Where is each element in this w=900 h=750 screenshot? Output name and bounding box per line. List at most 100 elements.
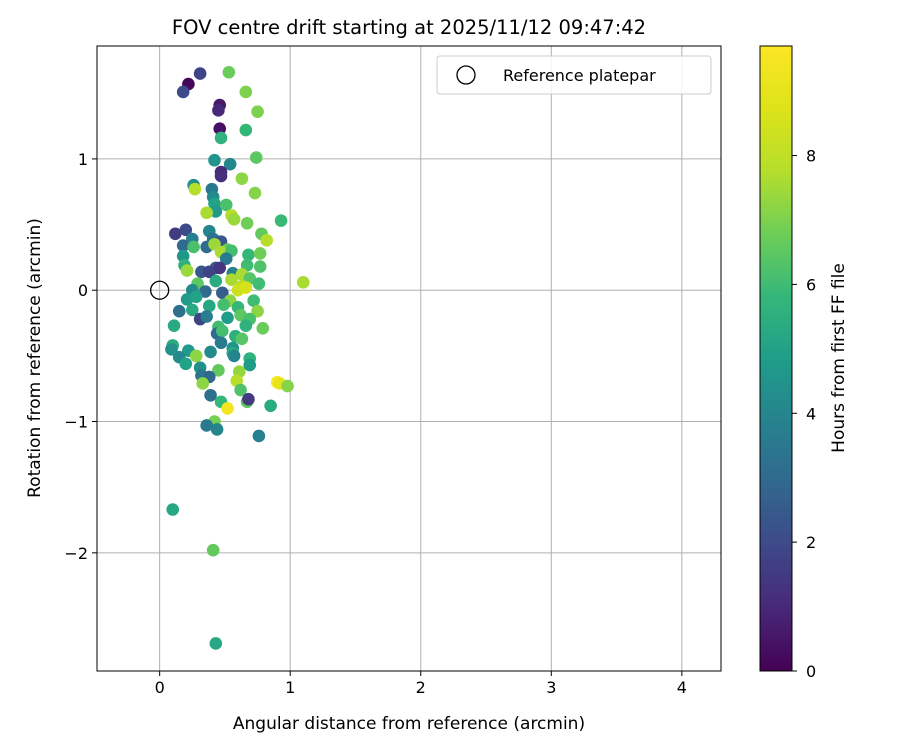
data-point	[212, 104, 225, 117]
y-tick-label: 0	[78, 281, 88, 300]
colorbar-tick-label: 0	[806, 662, 816, 681]
data-point	[264, 399, 277, 413]
data-point	[242, 392, 255, 406]
data-point	[187, 240, 200, 254]
colorbar-tick-label: 6	[806, 275, 816, 294]
data-points	[165, 65, 310, 650]
data-point	[219, 198, 233, 212]
y-axis-label: Rotation from reference (arcmin)	[25, 218, 45, 498]
data-point	[242, 248, 255, 262]
data-point	[176, 249, 190, 263]
data-point	[176, 85, 190, 99]
legend-label: Reference platepar	[503, 66, 656, 85]
data-point	[234, 383, 247, 397]
data-point	[239, 281, 253, 294]
data-point	[296, 276, 310, 289]
data-point	[209, 274, 223, 288]
data-point	[235, 172, 249, 185]
data-point	[200, 206, 213, 220]
data-point	[221, 311, 234, 325]
data-point	[221, 402, 234, 415]
data-point	[235, 332, 249, 346]
data-point	[239, 319, 253, 332]
data-point	[206, 543, 220, 557]
y-tick-label: 1	[78, 150, 88, 169]
data-point	[200, 419, 213, 432]
data-point	[217, 298, 230, 311]
data-point	[209, 637, 223, 650]
data-point	[210, 423, 224, 436]
data-point	[227, 349, 241, 363]
data-point	[239, 85, 253, 99]
y-ticks: −2 −1 0 1	[64, 150, 97, 563]
data-point	[274, 214, 288, 227]
data-point	[165, 343, 178, 356]
data-point	[213, 261, 227, 275]
data-point	[213, 122, 227, 136]
y-tick-label: −1	[64, 413, 88, 432]
data-point	[248, 186, 262, 200]
data-point	[216, 324, 229, 338]
data-point	[179, 223, 193, 237]
data-point	[185, 303, 199, 317]
data-point	[253, 260, 267, 273]
x-tick-label: 3	[546, 678, 556, 697]
data-point	[227, 213, 241, 226]
x-tick-label: 0	[155, 678, 165, 697]
data-point	[199, 285, 212, 298]
colorbar-gradient	[759, 45, 793, 672]
colorbar-tick-label: 2	[806, 533, 816, 552]
data-point	[253, 247, 267, 260]
data-point	[251, 105, 264, 118]
data-point	[216, 286, 229, 300]
data-point	[172, 304, 186, 318]
data-point	[212, 364, 225, 377]
data-point	[239, 123, 253, 137]
data-point	[240, 258, 254, 272]
x-tick-label: 2	[416, 678, 426, 697]
data-point	[200, 310, 213, 323]
data-point	[202, 299, 216, 313]
grid	[97, 46, 721, 671]
data-point	[281, 379, 294, 393]
data-point	[169, 227, 182, 241]
legend: Reference platepar	[436, 55, 712, 95]
colorbar-tick-label: 4	[806, 404, 816, 423]
reference-platepar-marker	[150, 280, 170, 300]
colorbar-ticks: 0 2 4 6 8	[792, 147, 816, 681]
data-point	[243, 358, 257, 372]
y-tick-label: −2	[64, 544, 88, 563]
data-point	[166, 503, 180, 516]
data-point	[180, 264, 194, 277]
data-point	[222, 65, 236, 79]
data-point	[252, 277, 266, 290]
data-point	[240, 216, 254, 230]
data-point	[251, 304, 264, 318]
data-point	[189, 290, 203, 304]
data-point	[193, 67, 207, 80]
colorbar-tick-label: 8	[806, 147, 816, 166]
x-tick-label: 1	[285, 678, 295, 697]
colorbar-label: Hours from first FF file	[829, 263, 849, 453]
data-point	[214, 336, 228, 350]
data-point	[189, 349, 203, 363]
data-point	[252, 429, 266, 443]
legend-box	[436, 55, 712, 95]
x-axis-label: Angular distance from reference (arcmin)	[233, 714, 585, 734]
data-point	[214, 169, 228, 183]
data-point	[204, 388, 217, 402]
data-point	[167, 319, 181, 332]
x-tick-label: 4	[677, 678, 687, 697]
plot-frame	[96, 45, 722, 672]
data-point	[208, 153, 221, 167]
data-point	[219, 252, 233, 266]
data-point	[188, 182, 202, 196]
data-point	[225, 273, 238, 287]
legend-marker-icon	[456, 65, 476, 85]
chart-title: FOV centre drift starting at 2025/11/12 …	[172, 16, 646, 39]
data-point	[196, 377, 210, 390]
data-point	[214, 131, 228, 145]
data-point	[256, 322, 270, 335]
colorbar: 0 2 4 6 8 Hours from first FF file	[759, 45, 849, 681]
